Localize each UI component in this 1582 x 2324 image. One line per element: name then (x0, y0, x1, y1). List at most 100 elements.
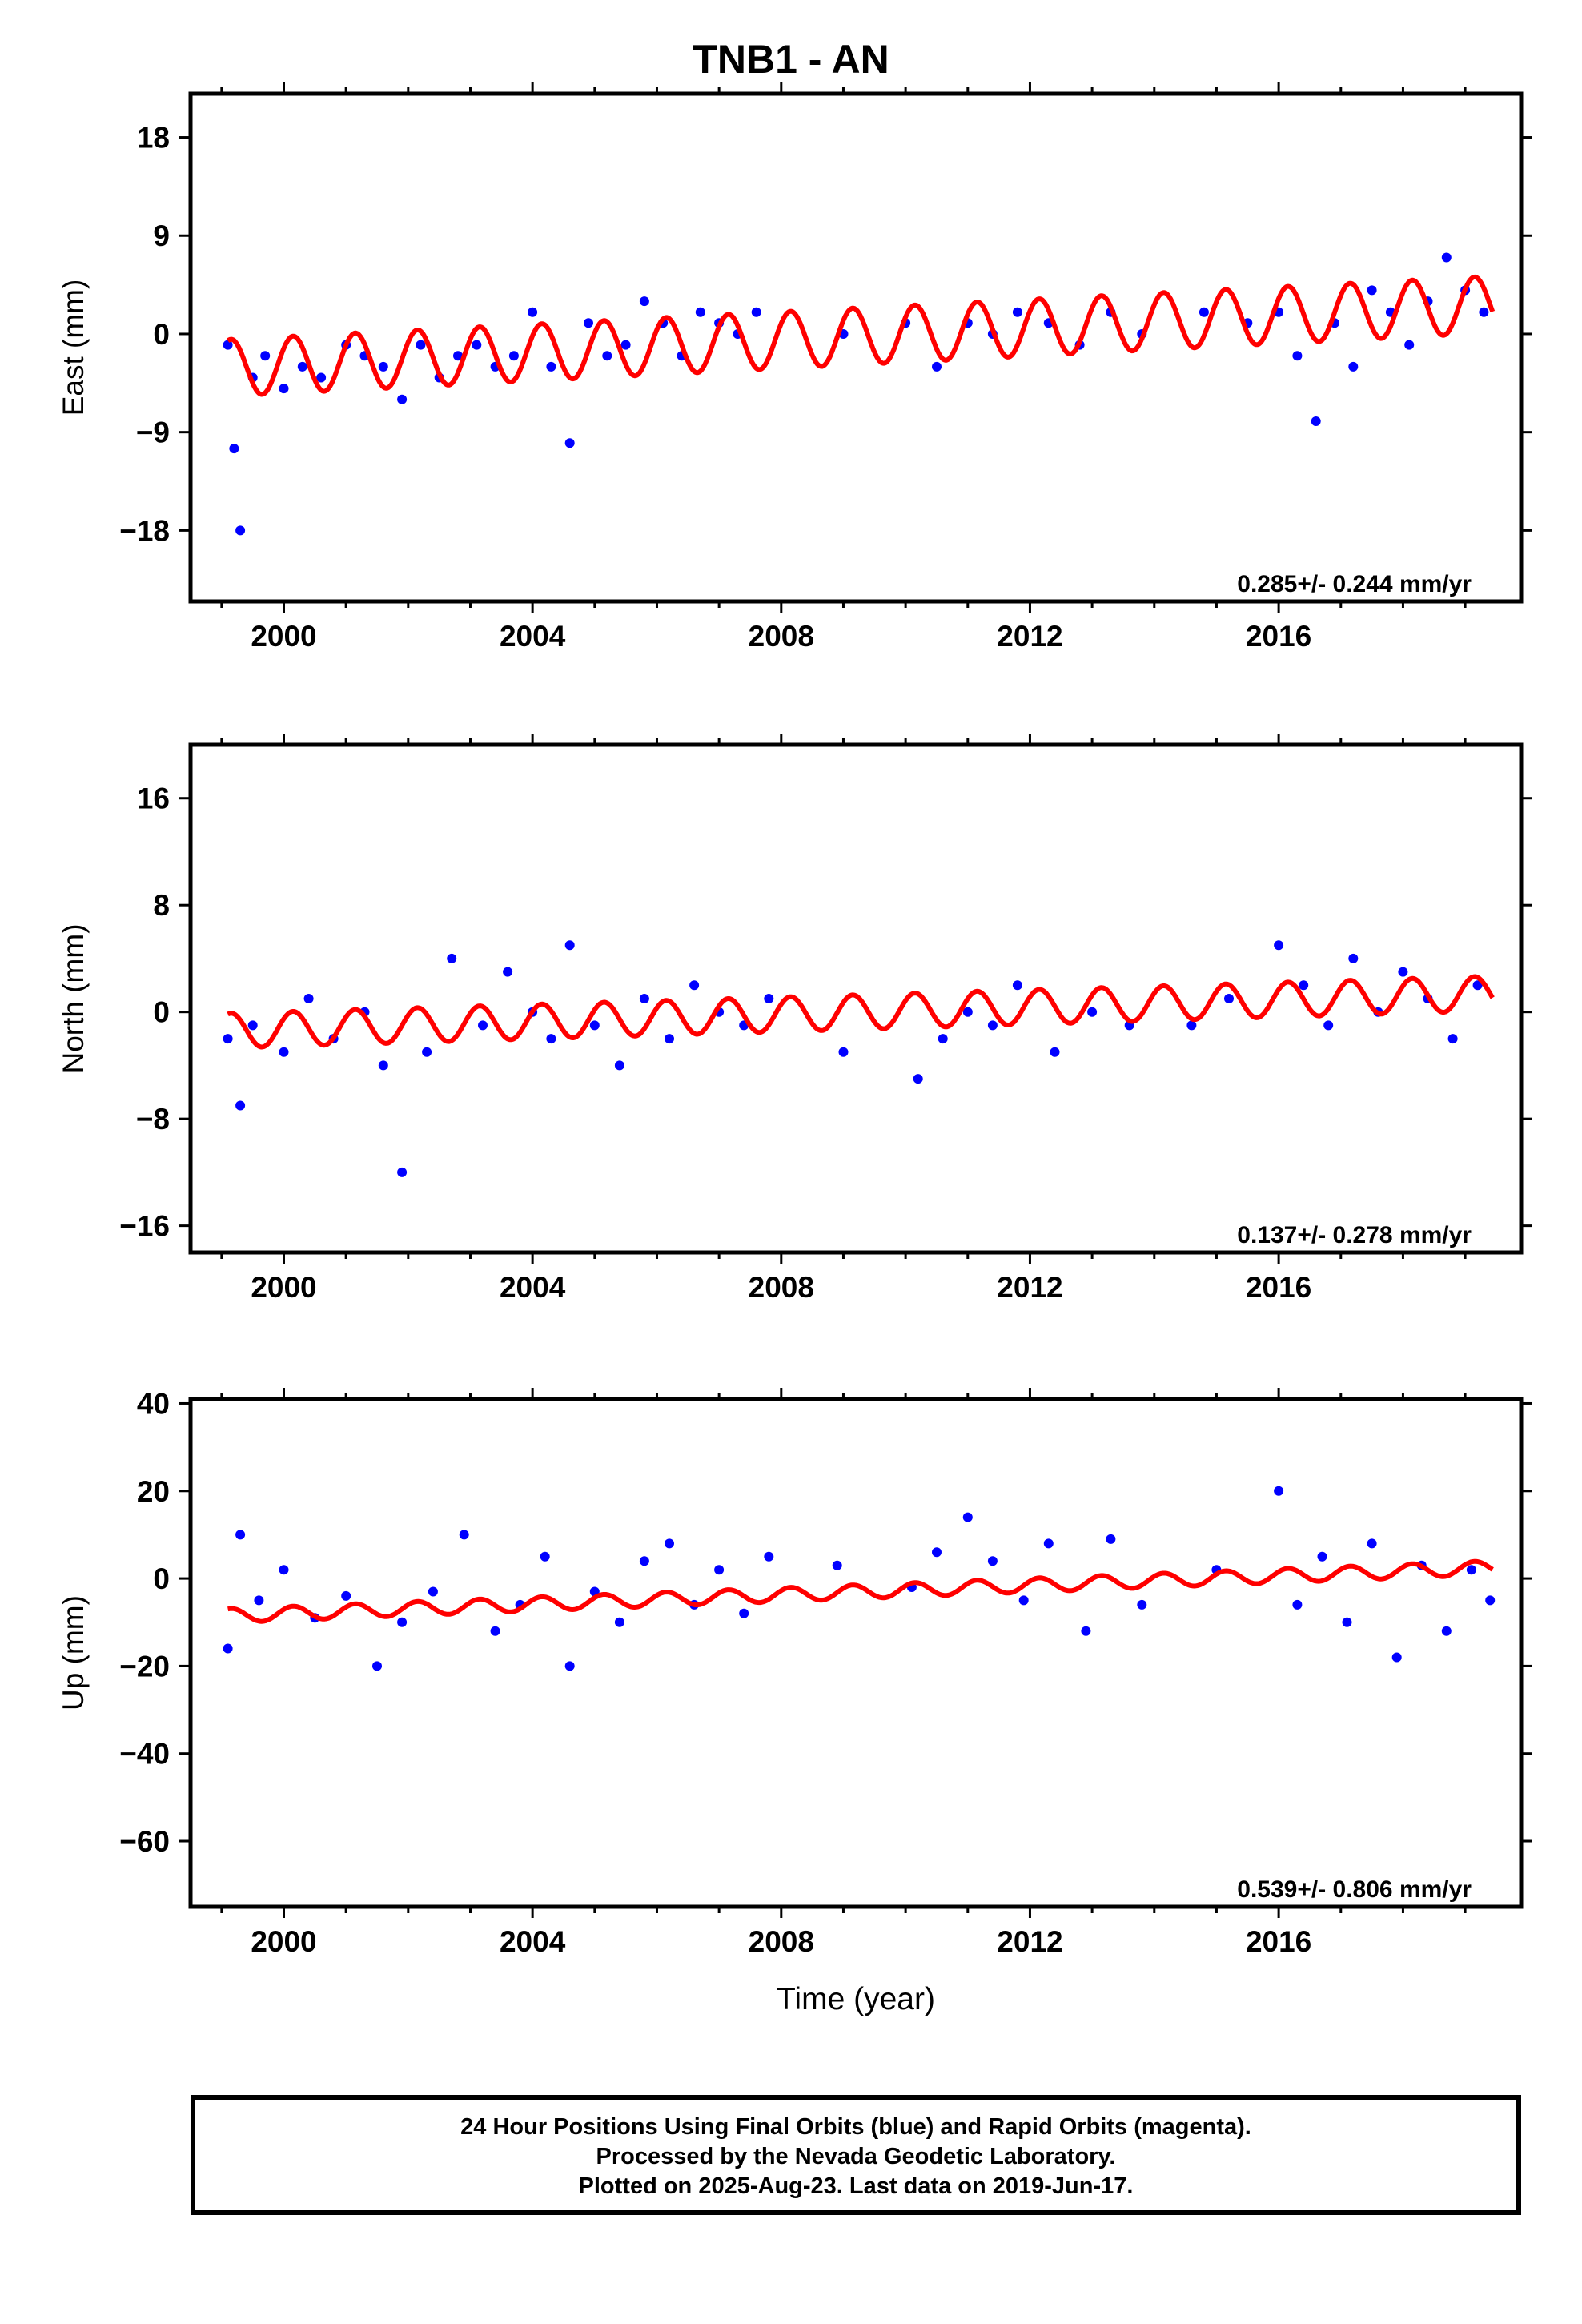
data-point (962, 1007, 973, 1017)
data-point (932, 361, 942, 372)
x-tick-label: 2000 (251, 1925, 316, 1958)
x-tick-label: 2016 (1246, 620, 1311, 653)
y-tick-label: 40 (137, 1387, 170, 1420)
data-point (223, 340, 233, 350)
data-point (695, 307, 705, 317)
data-point (254, 1595, 264, 1606)
data-point (987, 1020, 998, 1031)
data-point (1323, 1020, 1334, 1031)
data-point (378, 361, 388, 372)
data-point (478, 1020, 488, 1031)
data-point (1367, 285, 1377, 296)
data-point (447, 953, 457, 963)
data-point (303, 994, 314, 1003)
data-point (378, 1060, 388, 1071)
y-tick-label: −18 (119, 514, 170, 547)
x-tick-label: 2016 (1246, 1925, 1311, 1958)
x-axis-label: Time (year) (777, 1982, 935, 2016)
x-tick-label: 2012 (997, 1925, 1062, 1958)
model-curve (226, 274, 1496, 397)
y-tick-label: 9 (153, 219, 170, 252)
panel-3: 2000 2004 2008 2012 2016 40 20 0 −20 −40 −60 Up (mm… (57, 1387, 1532, 1958)
rate-label: 0.137+/- 0.278 mm/yr (1237, 1222, 1472, 1248)
x-tick-label: 2008 (749, 1271, 814, 1304)
y-tick-label: 18 (137, 122, 170, 155)
data-point (639, 1556, 649, 1566)
footer-line-1: 24 Hour Positions Using Final Orbits (bl… (460, 2114, 1251, 2140)
data-point (1348, 361, 1359, 372)
data-point (1292, 1599, 1303, 1610)
data-point (932, 1547, 942, 1558)
data-point (689, 980, 700, 991)
x-tick-label: 2000 (251, 620, 316, 653)
data-point (1391, 1652, 1402, 1663)
y-tick-label: −40 (119, 1738, 170, 1771)
x-tick-label: 2008 (749, 1925, 814, 1958)
x-tick-label: 2008 (749, 620, 814, 653)
x-tick-label: 2012 (997, 1271, 1062, 1304)
data-point (528, 307, 538, 317)
data-point (279, 1047, 289, 1057)
y-tick-label: 0 (153, 1562, 170, 1595)
plot-frame (188, 91, 1524, 604)
data-point (1199, 307, 1209, 317)
data-point (1485, 1595, 1496, 1606)
x-tick-label: 2000 (251, 1271, 316, 1304)
data-point (1081, 1626, 1091, 1636)
data-point (639, 296, 649, 307)
data-point (1398, 967, 1408, 977)
data-point (397, 1167, 408, 1177)
data-point (913, 1074, 923, 1084)
data-point (620, 340, 631, 350)
data-point (223, 1034, 233, 1044)
data-point (1050, 1047, 1060, 1057)
data-point (397, 1617, 408, 1627)
data-point (235, 525, 246, 536)
panel-2: 2000 2004 2008 2012 2016 16 8 0 −8 −16 North (mm) 0… (57, 734, 1532, 1304)
data-point (1186, 1020, 1197, 1031)
data-point (428, 1586, 438, 1597)
y-tick-label: 0 (153, 996, 170, 1029)
data-point (1043, 1538, 1054, 1549)
data-point (1299, 980, 1309, 991)
data-point (453, 351, 463, 361)
data-point (1466, 1565, 1476, 1575)
data-point (564, 1661, 575, 1671)
data-point (584, 318, 593, 328)
y-tick-label: 8 (153, 889, 170, 922)
data-point (459, 1530, 469, 1540)
y-tick-label: −9 (136, 416, 170, 449)
data-point (223, 1643, 233, 1654)
y-tick-label: −20 (119, 1650, 170, 1683)
data-point (1292, 351, 1303, 361)
data-point (297, 361, 307, 372)
data-point (602, 351, 612, 361)
x-tick-label: 2004 (500, 620, 566, 653)
y-tick-label: 16 (137, 782, 170, 815)
data-point (397, 394, 408, 404)
data-point (546, 1034, 556, 1044)
data-point (1348, 953, 1359, 963)
data-point (247, 1020, 258, 1031)
data-point (751, 307, 761, 317)
data-point (316, 372, 327, 383)
y-tick-label: −60 (119, 1825, 170, 1858)
data-point (1479, 307, 1489, 317)
data-point (665, 1034, 674, 1044)
data-point (764, 994, 774, 1003)
data-point (838, 1047, 849, 1057)
data-point (1367, 1538, 1377, 1549)
data-point (1441, 1626, 1452, 1636)
y-tick-label: −8 (136, 1103, 170, 1136)
plot-frame (188, 742, 1524, 1255)
x-tick-label: 2016 (1246, 1271, 1311, 1304)
model-curve (227, 974, 1495, 1050)
plot-frame (188, 1397, 1524, 1909)
data-point (1447, 1034, 1458, 1044)
data-point (508, 351, 519, 361)
data-point (279, 1565, 289, 1575)
footer-box: 24 Hour Positions Using Final Orbits (bl… (191, 2095, 1521, 2215)
data-point (714, 1565, 725, 1575)
data-point (372, 1661, 382, 1671)
